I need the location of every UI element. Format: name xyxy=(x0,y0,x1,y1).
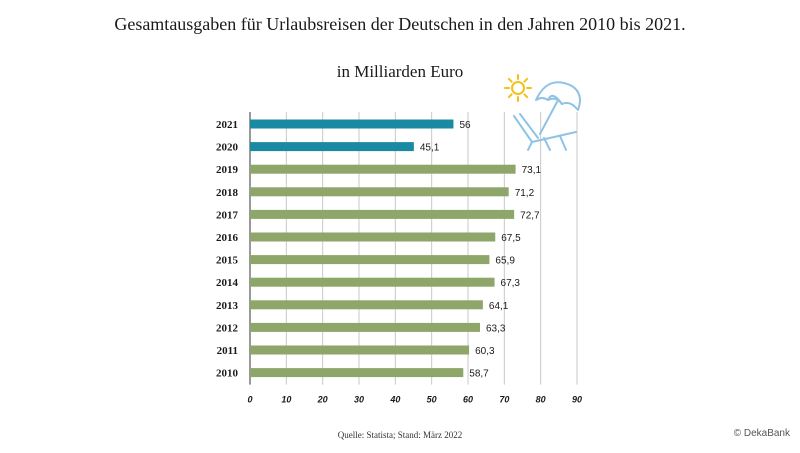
bar xyxy=(250,300,483,310)
bar xyxy=(250,368,464,378)
bar xyxy=(250,119,454,129)
category-label: 2021 xyxy=(216,119,238,131)
category-label: 2020 xyxy=(216,142,239,154)
chart-title: Gesamtausgaben für Urlaubsreisen der Deu… xyxy=(114,14,686,34)
value-label: 63,3 xyxy=(486,323,506,334)
category-label: 2019 xyxy=(216,164,239,176)
bar xyxy=(250,187,509,197)
bar xyxy=(250,142,414,152)
category-label: 2014 xyxy=(216,277,239,289)
x-tick-label: 70 xyxy=(499,395,509,405)
bar xyxy=(250,277,495,287)
x-tick-label: 90 xyxy=(572,395,582,405)
value-label: 60,3 xyxy=(475,346,495,357)
value-label: 67,5 xyxy=(501,233,521,244)
x-tick-label: 30 xyxy=(354,395,364,405)
x-tick-label: 0 xyxy=(247,395,252,405)
category-label: 2011 xyxy=(217,345,238,357)
bar xyxy=(250,255,490,265)
category-label: 2016 xyxy=(216,232,239,244)
bar xyxy=(250,209,515,219)
beach-umbrella-icon xyxy=(535,81,581,135)
category-label: 2018 xyxy=(216,187,239,199)
value-label: 73,1 xyxy=(522,165,542,176)
bar xyxy=(250,232,496,242)
deck-chair-icon xyxy=(513,113,577,151)
category-label: 2017 xyxy=(216,209,239,221)
value-label: 45,1 xyxy=(420,143,440,154)
x-tick-label: 20 xyxy=(317,395,328,405)
sun-icon xyxy=(504,74,532,102)
value-label: 64,1 xyxy=(489,301,509,312)
category-label: 2015 xyxy=(216,255,239,267)
value-label: 58,7 xyxy=(469,369,489,380)
value-label: 65,9 xyxy=(495,256,515,267)
value-label: 56 xyxy=(459,120,471,131)
bar xyxy=(250,322,480,332)
chart-subtitle: in Milliarden Euro xyxy=(336,62,464,81)
source-note: Quelle: Statista; Stand: März 2022 xyxy=(337,430,463,440)
bar xyxy=(250,164,516,174)
x-tick-label: 40 xyxy=(389,395,400,405)
value-label: 67,3 xyxy=(501,278,521,289)
x-tick-label: 10 xyxy=(281,395,291,405)
copyright: © DekaBank xyxy=(733,428,790,439)
bar xyxy=(250,345,470,355)
beach-decoration xyxy=(504,74,581,151)
value-label: 71,2 xyxy=(515,188,535,199)
x-tick-label: 60 xyxy=(463,395,473,405)
category-label: 2012 xyxy=(216,322,239,334)
value-label: 72,7 xyxy=(520,210,540,221)
category-label: 2013 xyxy=(216,300,239,312)
x-tick-label: 50 xyxy=(427,395,437,405)
category-label: 2010 xyxy=(216,368,239,380)
x-tick-label: 80 xyxy=(536,395,546,405)
